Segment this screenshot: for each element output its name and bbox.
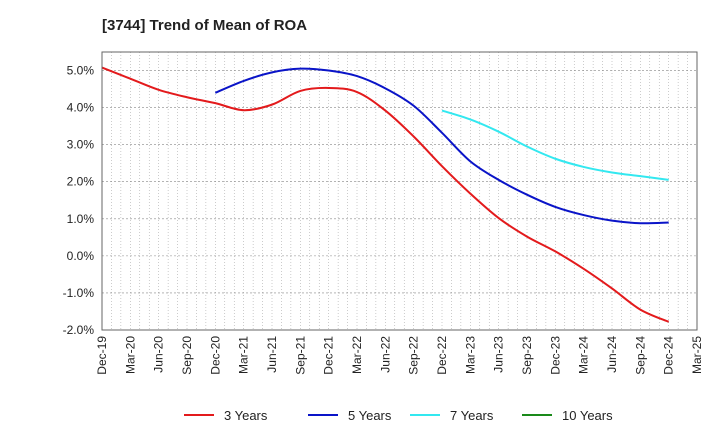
x-tick-label: Sep-24 xyxy=(633,336,647,375)
x-tick-label: Mar-25 xyxy=(690,336,704,374)
y-tick-label: 1.0% xyxy=(67,212,95,226)
y-tick-label: 3.0% xyxy=(67,138,95,152)
legend: 3 Years 5 Years 7 Years 10 Years xyxy=(184,408,613,423)
x-tick-label: Mar-22 xyxy=(350,336,364,374)
x-tick-label: Mar-24 xyxy=(577,336,591,374)
x-tick-label: Sep-23 xyxy=(520,336,534,375)
series-lines xyxy=(101,66,670,323)
series-line-3-years xyxy=(101,66,670,323)
x-tick-label: Jun-22 xyxy=(378,336,392,373)
x-tick-label: Dec-24 xyxy=(662,336,676,375)
x-tick-label: Jun-20 xyxy=(152,336,166,373)
legend-label-10-years: 10 Years xyxy=(562,408,613,423)
y-tick-label: -1.0% xyxy=(63,286,95,300)
series-line-7-years xyxy=(441,109,669,181)
x-tick-label: Dec-22 xyxy=(435,336,449,375)
x-tick-label: Dec-21 xyxy=(322,336,336,375)
x-tick-label: Dec-19 xyxy=(95,336,109,375)
y-tick-label: 0.0% xyxy=(67,249,95,263)
y-tick-label: 5.0% xyxy=(67,64,95,78)
plot-background xyxy=(102,52,697,330)
x-tick-label: Dec-20 xyxy=(208,336,222,375)
series-line-5-years xyxy=(214,67,669,225)
x-tick-label: Mar-20 xyxy=(123,336,137,374)
x-tick-label: Jun-24 xyxy=(605,336,619,373)
y-tick-label: 2.0% xyxy=(67,175,95,189)
x-tick-label: Dec-23 xyxy=(548,336,562,375)
y-tick-label: -2.0% xyxy=(63,323,95,337)
grid-lines xyxy=(101,52,698,331)
x-tick-label: Jun-21 xyxy=(265,336,279,373)
x-tick-label: Mar-21 xyxy=(237,336,251,374)
plot-area xyxy=(102,52,697,330)
chart-title: [3744] Trend of Mean of ROA xyxy=(102,17,307,34)
legend-label-5-years: 5 Years xyxy=(348,408,392,423)
x-tick-label: Jun-23 xyxy=(492,336,506,373)
x-tick-label: Mar-23 xyxy=(463,336,477,374)
plot-frame xyxy=(101,51,698,331)
legend-label-7-years: 7 Years xyxy=(450,408,494,423)
x-tick-label: Sep-20 xyxy=(180,336,194,375)
x-tick-label: Sep-21 xyxy=(293,336,307,375)
y-tick-label: 4.0% xyxy=(67,101,95,115)
axes: 5.0% 4.0% 3.0% 2.0% 1.0% 0.0% -1.0% -2.0%Dec-19… xyxy=(63,51,704,375)
x-tick-label: Sep-22 xyxy=(407,336,421,375)
legend-label-3-years: 3 Years xyxy=(224,408,268,423)
